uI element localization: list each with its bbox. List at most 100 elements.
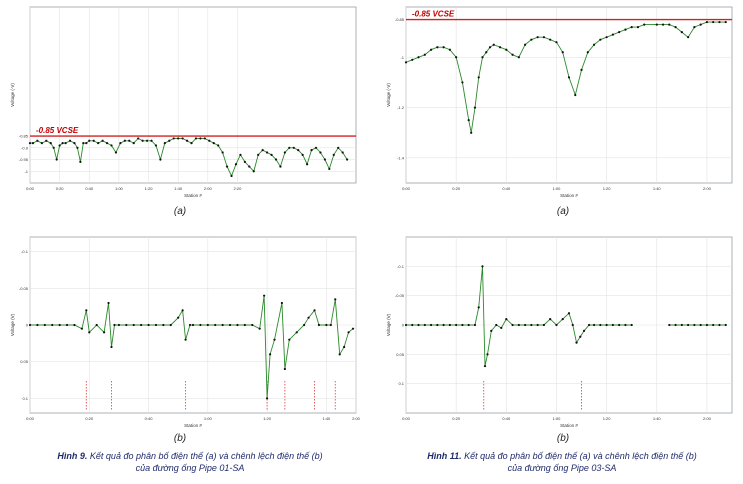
data-point — [199, 323, 202, 327]
data-point — [473, 323, 477, 327]
data-point — [705, 20, 709, 24]
x-tick-label: 0:00 — [26, 416, 35, 421]
x-tick-label: 2:00 — [352, 416, 361, 421]
data-point — [592, 323, 596, 327]
x-tick-label: 1:20 — [263, 416, 272, 421]
y-tick-label: -0.1 — [397, 264, 405, 269]
data-point — [61, 142, 64, 145]
chart-panel-fig11a: 0:00 0:20 0:40 1:00 1:20 1:40 2:00 -0.85 -1 -1.2 -… — [384, 3, 736, 199]
data-point — [234, 163, 238, 166]
data-point — [265, 397, 269, 400]
x-axis-title: Station # — [184, 193, 202, 198]
data-point — [228, 323, 232, 327]
data-point — [73, 142, 76, 145]
data-point — [605, 323, 608, 327]
y-tick-label: -0.85 — [19, 134, 29, 139]
x-axis-title: Station # — [560, 193, 578, 198]
data-point — [442, 46, 445, 49]
data-point — [58, 144, 61, 147]
data-point — [168, 139, 171, 142]
y-tick-label: 0.05 — [20, 359, 29, 364]
data-point — [592, 43, 596, 46]
data-point — [481, 56, 484, 59]
data-point — [461, 81, 464, 84]
data-point — [230, 174, 233, 178]
chart-fig9b: 0:00 0:20 0:40 1:00 1:20 1:40 2:00 0.1 0.05 0 -0.0… — [10, 236, 361, 428]
x-tick-label: 1:40 — [653, 186, 662, 191]
data-point — [351, 327, 355, 330]
data-point — [505, 318, 508, 321]
data-point — [483, 364, 487, 368]
plot-area — [405, 6, 733, 184]
data-point — [605, 36, 608, 39]
y-tick-label: 0 — [26, 323, 29, 328]
data-point — [82, 142, 85, 145]
data-point — [542, 323, 546, 327]
data-point — [163, 142, 166, 145]
data-point — [217, 144, 220, 147]
x-tick-label: 0:40 — [502, 186, 511, 191]
data-point — [52, 146, 55, 149]
data-point — [172, 137, 175, 140]
data-point — [486, 353, 489, 356]
data-point — [448, 323, 451, 327]
data-point — [303, 323, 306, 327]
data-point — [530, 38, 533, 41]
data-point — [132, 323, 135, 327]
data-point — [423, 323, 426, 327]
data-point — [28, 323, 32, 327]
figure-caption-9: Hình 9. Kết quả đo phân bố điện thế (a) … — [40, 450, 340, 474]
data-point — [40, 142, 43, 145]
data-point — [279, 165, 282, 168]
data-point — [212, 142, 215, 145]
y-tick-label: 0.05 — [396, 352, 405, 357]
data-point — [586, 51, 589, 54]
chart-panel-fig11b: 0:00 0:20 0:40 1:00 1:20 1:40 2:00 0.1 0.05 0 -0.0… — [384, 233, 736, 429]
y-axis-title: Voltage (-V) — [386, 83, 391, 107]
data-point — [177, 316, 180, 319]
data-point — [184, 338, 187, 341]
data-point — [28, 142, 32, 145]
data-point — [530, 323, 533, 327]
data-point — [680, 323, 683, 327]
data-point — [517, 323, 520, 327]
data-point — [243, 160, 246, 163]
data-point — [718, 20, 721, 24]
data-point — [329, 323, 332, 327]
data-point — [119, 142, 122, 145]
x-tick-label: 0:20 — [85, 416, 94, 421]
x-tick-label: 0:40 — [502, 416, 511, 421]
data-point — [85, 309, 88, 312]
data-point — [191, 323, 195, 327]
x-tick-label: 1:40 — [653, 416, 662, 421]
data-point — [58, 323, 61, 327]
data-point — [611, 33, 614, 36]
chart-fig11b: 0:00 0:20 0:40 1:00 1:20 1:40 2:00 0.1 0.05 0 -0.0… — [386, 236, 733, 428]
data-point — [206, 323, 209, 327]
data-point — [263, 294, 266, 297]
x-tick-label: 0:00 — [26, 186, 35, 191]
data-point — [536, 323, 539, 327]
data-point — [624, 323, 627, 327]
data-point — [190, 142, 193, 145]
data-point — [687, 323, 690, 327]
data-point — [270, 153, 273, 156]
data-point — [661, 23, 665, 26]
data-point — [630, 26, 633, 29]
data-point — [36, 323, 39, 327]
data-point — [265, 151, 269, 154]
data-point — [243, 323, 246, 327]
data-point — [495, 323, 498, 327]
data-point — [288, 338, 291, 341]
chart-panel-fig9b: 0:00 0:20 0:40 1:00 1:20 1:40 2:00 0.1 0.05 0 -0.0… — [8, 233, 361, 429]
data-point — [141, 139, 144, 142]
data-point — [154, 144, 158, 147]
data-point — [283, 151, 286, 154]
y-tick-label: 0 — [402, 323, 405, 328]
y-tick-label: -0.05 — [395, 293, 405, 298]
x-tick-label: 1:20 — [145, 186, 154, 191]
data-point — [283, 367, 286, 371]
data-point — [181, 137, 184, 140]
data-point — [699, 323, 702, 327]
data-point — [517, 56, 520, 59]
